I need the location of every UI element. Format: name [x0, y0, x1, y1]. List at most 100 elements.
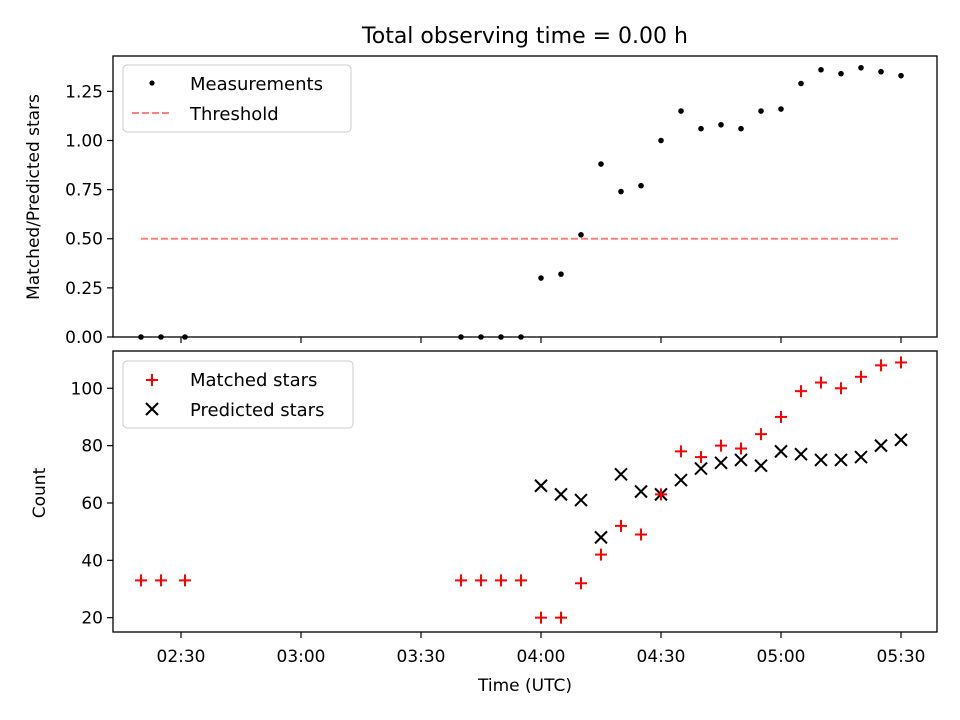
y-tick-label: 1.00 — [65, 131, 103, 151]
y-tick-label: 40 — [81, 551, 103, 571]
predicted-star-point — [854, 450, 868, 464]
y-tick-label: 80 — [81, 437, 103, 457]
measurement-point — [558, 271, 564, 277]
measurement-point — [538, 275, 544, 281]
matched-star-point — [475, 574, 487, 587]
measurement-point — [698, 125, 704, 132]
matched-star-point — [635, 528, 647, 541]
matched-star-point — [455, 574, 467, 587]
measurement-point — [838, 70, 844, 77]
measurement-point — [898, 72, 904, 79]
predicted-star-point — [574, 493, 588, 507]
bottom-y-ticks: 20 40 60 80 100 — [71, 379, 113, 629]
predicted-star-point — [694, 461, 708, 476]
matched-star-point — [735, 442, 747, 455]
top-y-ticks: 0.00 0.25 0.50 0.75 1.00 1.25 — [65, 82, 113, 348]
matched-star-point — [835, 382, 847, 395]
predicted-star-point — [754, 458, 768, 473]
y-tick-label: 1.25 — [65, 82, 103, 102]
measurement-point — [798, 80, 804, 87]
measurement-point — [658, 137, 664, 144]
predicted-star-point — [674, 473, 688, 487]
predicted-star-point — [614, 467, 628, 482]
x-tick-label: 03:30 — [397, 647, 446, 667]
y-tick-label: 0.75 — [65, 181, 103, 201]
matched-star-point — [535, 611, 547, 624]
predicted-star-point — [894, 433, 908, 447]
top-x-ticks — [180, 337, 902, 343]
matched-star-point — [155, 574, 167, 587]
matched-star-point — [755, 428, 767, 441]
legend-matched-marker — [146, 374, 158, 386]
matched-star-point — [655, 488, 667, 501]
predicted-star-point — [714, 456, 728, 470]
bottom-x-ticks: 02:30 03:00 03:30 04:00 04:30 05:00 05:30 — [157, 632, 926, 667]
x-tick-label: 03:00 — [277, 647, 326, 667]
y-tick-label: 0.50 — [65, 230, 103, 250]
y-tick-label: 100 — [71, 379, 103, 399]
matched-star-point — [555, 611, 567, 624]
top-axes-frame — [112, 55, 938, 338]
predicted-star-point — [794, 447, 808, 461]
matched-star-point — [135, 574, 147, 587]
legend-measurements-label: Measurements — [190, 74, 323, 95]
legend-predicted-label: Predicted stars — [190, 400, 324, 421]
x-axis-label: Time (UTC) — [477, 676, 572, 696]
bottom-legend: Matched stars Predicted stars — [122, 360, 354, 429]
y-tick-label: 0.25 — [65, 279, 103, 299]
matched-star-point — [495, 574, 507, 587]
measurement-point — [678, 108, 684, 114]
bottom-y-axis-label: Count — [30, 467, 50, 518]
matched-star-point — [815, 376, 827, 389]
top-chart-title: Total observing time = 0.00 h — [361, 24, 688, 49]
predicted-star-point — [874, 438, 888, 453]
x-tick-label: 02:30 — [157, 647, 206, 667]
measurement-point — [858, 64, 864, 71]
predicted-star-point — [534, 479, 548, 493]
y-tick-label: 0.00 — [65, 328, 103, 348]
legend-threshold-label: Threshold — [189, 104, 279, 125]
predicted-star-point — [594, 530, 608, 545]
matched-star-point — [615, 519, 627, 532]
measurement-point — [758, 108, 764, 114]
matched-star-point — [179, 574, 191, 587]
legend-predicted-marker — [145, 402, 159, 416]
measurement-point — [878, 68, 884, 75]
predicted-star-point — [814, 453, 828, 467]
matched-star-point — [775, 410, 787, 423]
legend-measurements-marker — [149, 80, 155, 86]
matched-star-point — [515, 574, 527, 587]
predicted-star-point — [734, 453, 748, 467]
bottom-panel: 20 40 60 80 100 02:30 03:00 03:30 04:00 04:30 05:… — [30, 350, 938, 696]
predicted-star-point — [834, 453, 848, 467]
y-tick-label: 20 — [81, 609, 103, 629]
matched-star-point — [675, 445, 687, 458]
top-y-axis-label: Matched/Predicted stars — [24, 94, 44, 300]
top-legend-box — [122, 64, 352, 133]
measurement-point — [738, 125, 744, 132]
matched-star-point — [895, 356, 907, 369]
matched-star-point — [695, 451, 707, 464]
x-tick-label: 04:00 — [517, 647, 566, 667]
matched-star-point — [715, 439, 727, 452]
measurement-point — [598, 161, 604, 167]
measurement-point — [778, 106, 784, 112]
top-panel: 0.00 0.25 0.50 0.75 1.00 1.25 Matched/Predict… — [24, 55, 938, 348]
bottom-axes-frame — [112, 350, 938, 633]
measurement-point — [818, 66, 824, 73]
x-tick-label: 04:30 — [637, 647, 686, 667]
matched-star-point — [575, 577, 587, 590]
bottom-legend-box — [122, 360, 354, 429]
predicted-star-point — [774, 444, 788, 459]
matched-star-point — [795, 385, 807, 398]
predicted-star-point — [554, 487, 568, 502]
matched-star-point — [855, 370, 867, 383]
x-tick-label: 05:30 — [877, 647, 926, 667]
top-legend: Measurements Threshold — [122, 64, 352, 133]
legend-matched-label: Matched stars — [190, 370, 317, 391]
measurement-point — [618, 188, 624, 195]
measurement-point — [638, 182, 644, 189]
measurement-point — [578, 232, 584, 238]
y-tick-label: 60 — [81, 494, 103, 514]
